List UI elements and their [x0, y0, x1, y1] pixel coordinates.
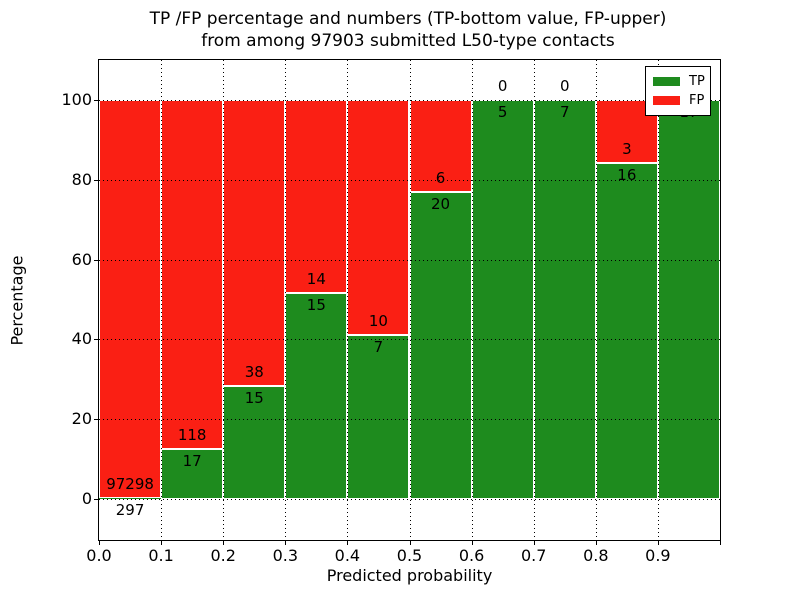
x-tick-label: 0.8	[583, 546, 609, 565]
bar-segment-tp	[223, 386, 286, 499]
bar-label-tp: 17	[182, 451, 202, 470]
x-tick-mark	[285, 541, 287, 545]
gridline-vertical	[285, 60, 287, 540]
bar-segment-tp	[99, 497, 162, 499]
x-tick-label: 0.0	[86, 546, 112, 565]
bar-label-tp: 5	[497, 103, 508, 121]
y-tick-mark	[94, 100, 98, 101]
x-tick-label: 0.7	[520, 546, 547, 565]
x-tick-mark	[471, 541, 473, 545]
y-tick-label: 100	[61, 90, 92, 109]
bar-label-fp: 0	[559, 77, 570, 95]
chart-title-line2: from among 97903 submitted L50-type cont…	[201, 31, 615, 51]
bar-segment-fp	[223, 100, 286, 387]
gridline-vertical	[657, 60, 659, 540]
legend-row-tp: TP	[653, 72, 705, 91]
y-tick-mark	[94, 499, 98, 500]
bar-segment-fp	[285, 100, 348, 293]
bar-label-tp: 7	[559, 103, 570, 121]
x-tick-mark	[409, 541, 411, 545]
x-tick-label: 0.6	[458, 546, 485, 565]
gridline-vertical	[471, 60, 473, 540]
x-tick-label: 0.9	[645, 546, 671, 565]
bar-segment-fp	[409, 100, 472, 193]
bar-label-tp: 20	[431, 195, 451, 214]
x-tick-label: 0.2	[210, 546, 236, 565]
bar-label-fp: 97298	[106, 474, 154, 493]
bar-segment-tp	[347, 334, 410, 499]
legend-swatch-fp	[653, 96, 680, 105]
x-tick-label: 0.1	[148, 546, 174, 565]
plot-canvas: 9729829711817381514151076200507316017	[99, 60, 720, 540]
bar-label-fp: 14	[306, 269, 326, 288]
x-tick-mark	[347, 541, 349, 545]
gridline-vertical	[223, 60, 225, 540]
x-tick-mark	[99, 541, 100, 545]
bar-label-tp: 15	[306, 295, 326, 314]
x-tick-label: 0.4	[334, 546, 361, 565]
y-tick-label: 60	[71, 249, 92, 269]
y-tick-label: 80	[71, 169, 92, 189]
x-tick-mark	[223, 541, 225, 545]
bar-label-tp: 16	[617, 166, 637, 184]
y-tick-mark	[94, 259, 98, 261]
legend-swatch-tp	[653, 77, 680, 86]
bar-segment-tp	[595, 163, 658, 499]
x-axis-label: Predicted probability	[326, 566, 493, 585]
bar-label-fp: 3	[622, 140, 632, 158]
bar-segment-tp	[471, 100, 534, 499]
bar-label-fp: 118	[177, 425, 207, 444]
bar-segment-fp	[347, 100, 410, 335]
x-tick-label: 0.5	[396, 546, 423, 565]
bar-segment-fp	[161, 100, 224, 449]
bar-label-fp: 10	[368, 311, 388, 330]
y-axis-label: Percentage	[7, 255, 27, 346]
y-tick-label: 0	[81, 489, 92, 508]
bar-label-fp: 6	[435, 169, 446, 188]
gridline-vertical	[533, 60, 535, 540]
gridline-vertical	[595, 60, 597, 540]
chart-title: TP /FP percentage and numbers (TP-bottom…	[0, 8, 800, 52]
bar-label-tp: 7	[373, 337, 384, 356]
x-tick-mark	[595, 541, 597, 545]
x-tick-label: 0.3	[272, 546, 299, 565]
bar-label-tp: 15	[244, 389, 264, 408]
bar-label-fp: 38	[244, 363, 264, 382]
y-tick-label: 20	[71, 409, 92, 429]
gridline-vertical	[409, 60, 411, 540]
x-tick-mark	[533, 541, 535, 545]
gridline-vertical	[161, 60, 163, 540]
x-tick-mark	[657, 541, 659, 545]
y-tick-label: 40	[71, 329, 92, 349]
y-tick-mark	[94, 419, 98, 421]
y-tick-mark	[94, 179, 98, 181]
bar-label-fp: 0	[497, 77, 508, 95]
bar-segment-tp	[285, 292, 348, 499]
bar-segment-fp	[99, 100, 162, 498]
legend: TP FP	[645, 66, 711, 116]
x-tick-mark	[161, 541, 163, 545]
bar-segment-tp	[657, 100, 720, 499]
legend-label-tp: TP	[689, 73, 705, 89]
bar-segment-tp	[409, 192, 472, 499]
legend-label-fp: FP	[689, 92, 705, 108]
plot-area: 9729829711817381514151076200507316017 TP…	[98, 59, 721, 541]
gridline-vertical	[347, 60, 349, 540]
y-tick-mark	[94, 339, 98, 341]
legend-row-fp: FP	[653, 91, 705, 110]
x-tick-mark	[720, 541, 721, 545]
bar-segment-tp	[533, 100, 596, 499]
bar-label-tp: 297	[115, 500, 145, 519]
chart-title-line1: TP /FP percentage and numbers (TP-bottom…	[149, 9, 667, 29]
